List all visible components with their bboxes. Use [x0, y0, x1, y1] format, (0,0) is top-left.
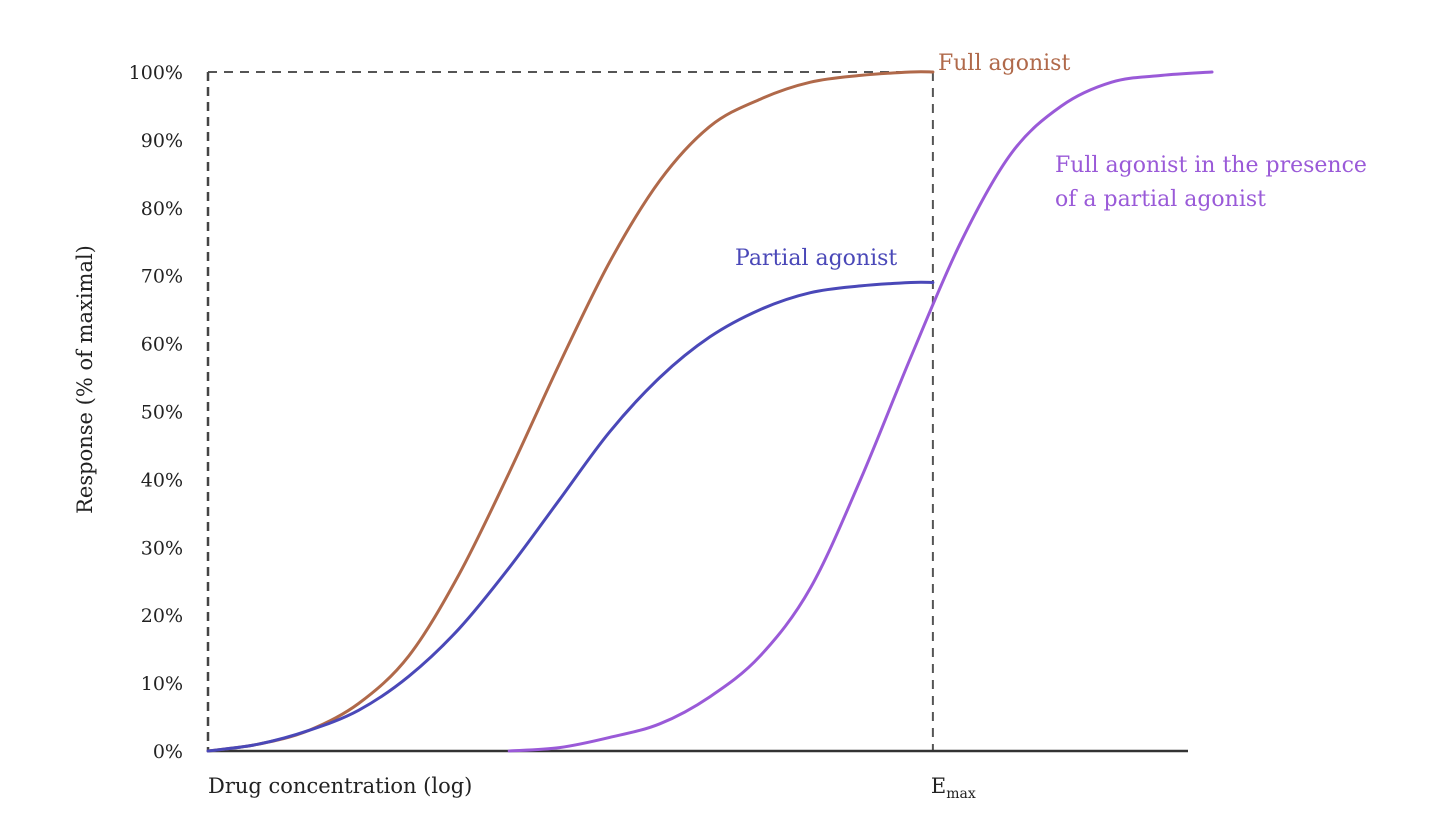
- y-tick-label: 70%: [141, 266, 183, 288]
- emax-label: Emax: [931, 774, 976, 802]
- full-agonist-label: Full agonist: [938, 51, 1070, 76]
- y-tick-label: 60%: [141, 334, 183, 356]
- labels: Full agonist Partial agonist Full agonist …: [735, 51, 1367, 271]
- x-axis-title: Drug concentration (log): [208, 774, 472, 798]
- series-curves: [206, 70, 1214, 753]
- y-tick-label: 50%: [141, 402, 183, 424]
- partial-agonist-curve: [206, 280, 935, 753]
- partial-agonist-label: Partial agonist: [735, 246, 897, 271]
- y-tick-label: 80%: [141, 198, 183, 220]
- full-agonist-curve: [206, 70, 935, 753]
- y-tick-label: 90%: [141, 130, 183, 152]
- y-tick-label: 40%: [141, 469, 183, 491]
- y-tick-label: 100%: [129, 62, 183, 84]
- emax-subscript: max: [946, 786, 976, 802]
- axes: 0% 10% 20% 30% 40% 50% 60% 70% 80% 90% 100% Respons…: [73, 62, 1188, 802]
- full-agonist-with-partial-label: Full agonist in the presence: [1055, 153, 1367, 178]
- reference-lines: [206, 71, 934, 751]
- y-tick-label: 20%: [141, 605, 183, 627]
- y-tick-label: 10%: [141, 673, 183, 695]
- y-tick-label: 30%: [141, 537, 183, 559]
- y-tick-label: 0%: [153, 741, 183, 763]
- full-agonist-with-partial-label: of a partial agonist: [1055, 187, 1266, 212]
- full-agonist-with-partial-curve: [507, 70, 1214, 753]
- y-axis-title: Response (% of maximal): [73, 245, 97, 514]
